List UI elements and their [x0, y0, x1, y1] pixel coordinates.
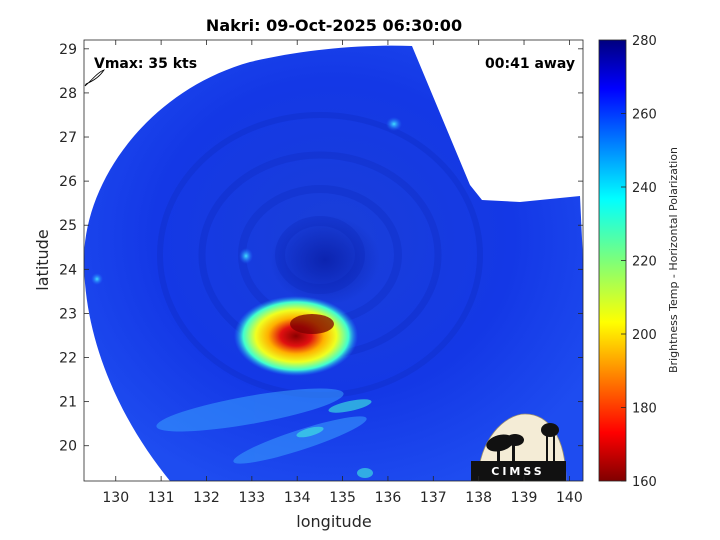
- x-tick-label: 137: [420, 490, 447, 506]
- vmax-annotation: Vmax: 35 kts: [94, 56, 197, 72]
- axes-frame: [83, 39, 584, 482]
- colorbar-tick-label: 280: [632, 34, 657, 49]
- y-tick-label: 26: [59, 174, 77, 190]
- y-tick-label: 21: [59, 395, 77, 411]
- y-tick-label: 20: [59, 439, 77, 455]
- x-axis-ticks: 130 131 132 133 134 135 136 137 138 139 140: [102, 40, 583, 506]
- colorbar-tick-label: 160: [632, 475, 657, 490]
- x-tick-label: 135: [329, 490, 356, 506]
- convective-spot: [386, 117, 402, 131]
- y-axis-label: latitude: [33, 229, 52, 290]
- x-tick-label: 140: [556, 490, 583, 506]
- x-tick-label: 136: [375, 490, 402, 506]
- y-tick-label: 27: [59, 130, 77, 146]
- y-tick-label: 23: [59, 306, 77, 322]
- y-tick-label: 28: [59, 86, 77, 102]
- x-tick-label: 132: [193, 490, 220, 506]
- colorbar-tick-label: 220: [632, 255, 657, 270]
- storm-eye-region: [270, 215, 380, 305]
- x-axis-label: longitude: [296, 512, 371, 531]
- x-tick-label: 134: [284, 490, 311, 506]
- x-tick-label: 133: [238, 490, 265, 506]
- colorbar-tick-label: 240: [632, 181, 657, 196]
- cimss-logo: CIMSS: [471, 413, 567, 482]
- x-tick-label: 130: [102, 490, 129, 506]
- y-tick-label: 22: [59, 351, 77, 367]
- y-tick-label: 29: [59, 42, 77, 58]
- y-tick-label: 24: [59, 262, 77, 278]
- logo-text: CIMSS: [491, 465, 544, 478]
- colorbar-ticks: 160 180 200 220 240 260 280: [621, 34, 657, 490]
- time-offset-annotation: 00:41 away: [485, 56, 575, 72]
- colorbar-tick-label: 180: [632, 402, 657, 417]
- convective-core: [234, 296, 358, 376]
- x-tick-label: 138: [465, 490, 492, 506]
- y-axis-ticks: 20 21 22 23 24 25 26 27 28 29: [59, 42, 583, 455]
- x-tick-label: 139: [511, 490, 538, 506]
- convective-spot: [239, 248, 253, 264]
- colorbar-label: Brightness Temp - Horizontal Polarizatio…: [667, 147, 680, 373]
- x-tick-label: 131: [148, 490, 175, 506]
- colorbar-tick-label: 200: [632, 328, 657, 343]
- convective-spot: [91, 273, 103, 285]
- chart-title: Nakri: 09-Oct-2025 06:30:00: [206, 16, 462, 35]
- coastline: [84, 69, 105, 87]
- y-tick-label: 25: [59, 218, 77, 234]
- colorbar-tick-label: 260: [632, 108, 657, 123]
